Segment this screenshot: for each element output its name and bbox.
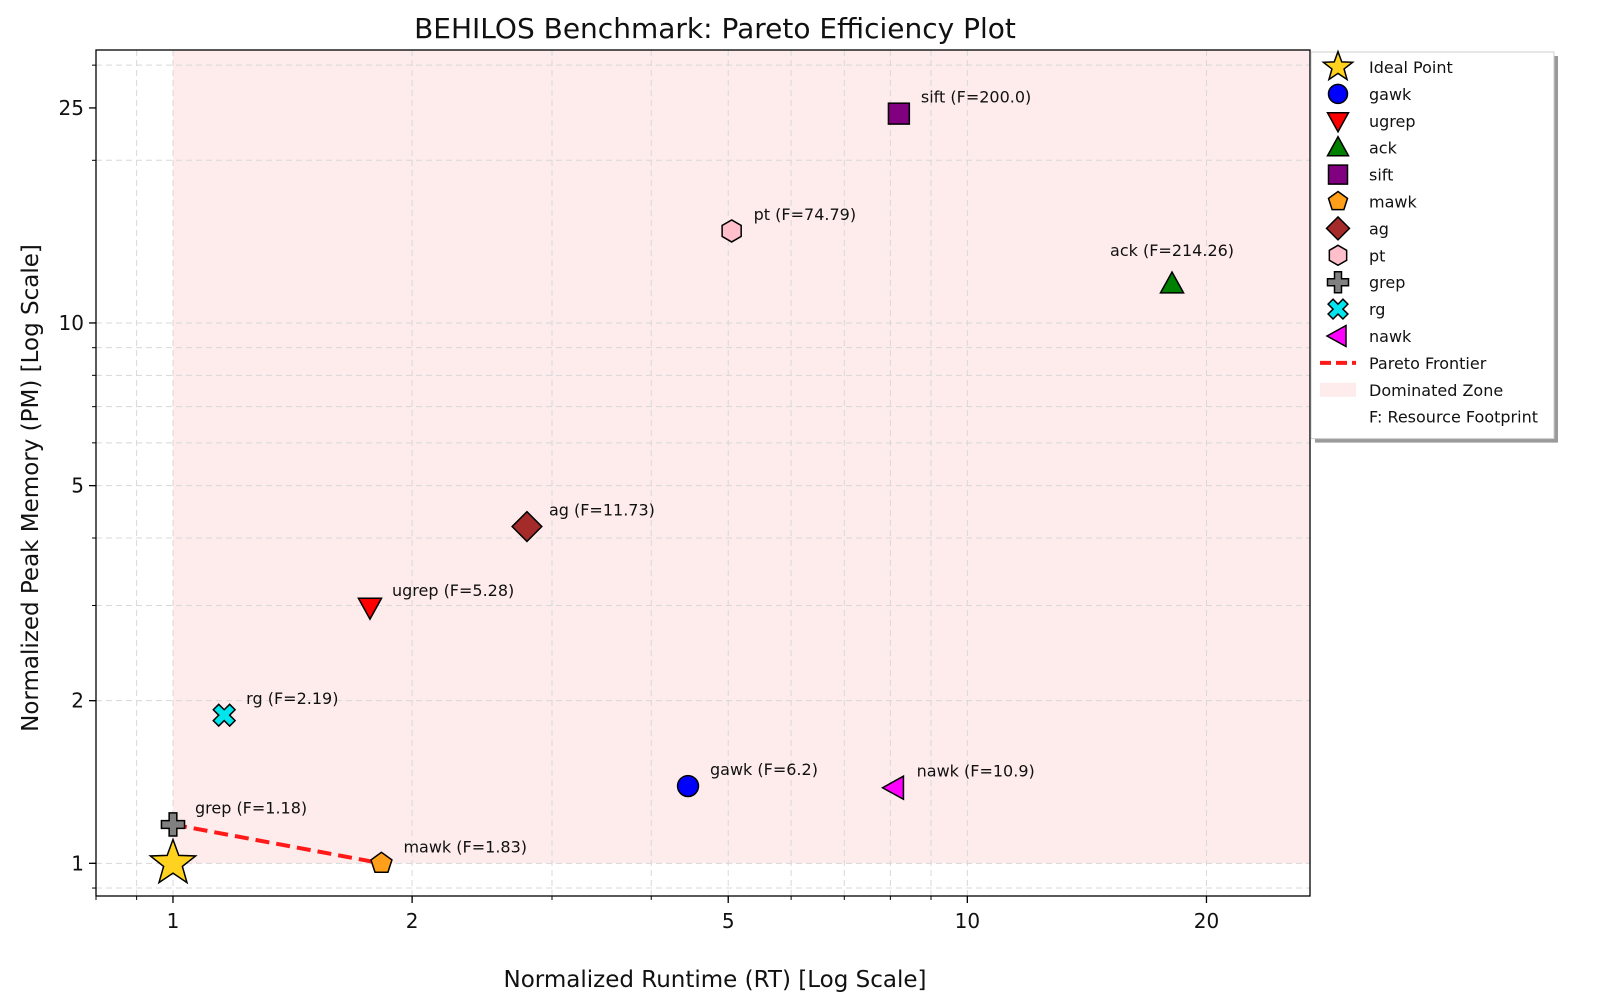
x-tick-label: 1 (167, 909, 180, 933)
point-mawk (370, 851, 393, 873)
point-ag (511, 510, 543, 543)
x-tick-label: 2 (406, 909, 419, 933)
legend-label: grep (1369, 273, 1405, 292)
label-grep: grep (F=1.18) (195, 798, 307, 817)
label-gawk: gawk (F=6.2) (710, 760, 818, 779)
legend-label: sift (1369, 166, 1393, 185)
label-ag: ag (F=11.73) (549, 501, 655, 520)
legend-marker-circle (1327, 83, 1349, 105)
point-rg (212, 703, 237, 728)
legend-marker-triangle-up (1326, 135, 1350, 157)
x-tick-label: 10 (955, 909, 980, 933)
label-pt: pt (F=74.79) (754, 205, 856, 224)
legend-label: Ideal Point (1369, 58, 1453, 77)
y-axis-label: Normalized Peak Memory (PM) [Log Scale] (18, 244, 44, 732)
legend-entry: grep (1326, 270, 1405, 294)
legend-entry: ack (1326, 135, 1398, 158)
dominated-zone (172, 50, 1311, 864)
point-gawk (676, 774, 700, 798)
legend-label: rg (1369, 300, 1385, 319)
legend-entry: ag (1325, 215, 1389, 241)
y-tick-label: 5 (71, 474, 84, 498)
legend-label: Pareto Frontier (1369, 354, 1487, 373)
ideal-point-marker (148, 837, 198, 885)
legend-marker-plus (1326, 270, 1350, 294)
y-tick-label: 1 (71, 851, 84, 875)
legend-entry: sift (1327, 164, 1393, 185)
legend-entry: gawk (1327, 83, 1412, 105)
legend-patch-marker (1320, 382, 1356, 397)
legend-label: ugrep (1369, 112, 1416, 131)
legend-label: ag (1369, 219, 1389, 238)
point-ack (1159, 270, 1185, 294)
legend-marker-pentagon (1327, 190, 1349, 211)
x-tick-label: 5 (722, 909, 735, 933)
pareto-frontier-line (172, 822, 382, 866)
legend-label: Dominated Zone (1369, 381, 1503, 400)
legend-entry: nawk (1325, 324, 1412, 348)
legend-marker-x (1327, 298, 1349, 321)
legend-label: gawk (1369, 85, 1412, 104)
legend-entry: rg (1327, 298, 1385, 321)
label-rg: rg (F=2.19) (246, 689, 338, 708)
y-tick-label: 10 (59, 311, 84, 335)
y-tick-label: 25 (59, 96, 84, 120)
x-axis-label: Normalized Runtime (RT) [Log Scale] (504, 967, 927, 993)
legend-label: F: Resource Footprint (1369, 408, 1538, 427)
point-nawk (880, 774, 905, 801)
legend-marker-star (1321, 49, 1355, 82)
legend-entry: mawk (1327, 190, 1417, 212)
legend-label: ack (1369, 139, 1398, 158)
point-sift (887, 102, 911, 125)
point-pt (721, 219, 742, 243)
label-ugrep: ugrep (F=5.28) (392, 581, 514, 600)
legend-entry: F: Resource Footprint (1369, 408, 1538, 427)
point-grep (160, 812, 186, 837)
label-mawk: mawk (F=1.83) (403, 837, 527, 856)
legend-marker-diamond (1325, 215, 1351, 241)
y-tick-label: 2 (71, 689, 84, 713)
legend-label: nawk (1369, 327, 1412, 346)
label-nawk: nawk (F=10.9) (917, 762, 1035, 781)
legend-marker-hexagon (1328, 244, 1348, 267)
point-ugrep (357, 597, 383, 621)
legend-marker-square (1327, 164, 1349, 185)
legend-marker-triangle-down (1326, 112, 1350, 134)
chart-title: BEHILOS Benchmark: Pareto Efficiency Plo… (414, 12, 1016, 45)
legend-entry: Ideal Point (1321, 49, 1453, 82)
legend-entry: ugrep (1326, 112, 1416, 134)
grid (95, 50, 1310, 896)
label-ack: ack (F=214.26) (1110, 241, 1234, 260)
label-sift: sift (F=200.0) (921, 88, 1031, 107)
legend-marker-triangle-left (1325, 324, 1347, 348)
legend-label: pt (1369, 246, 1385, 265)
legend-entry: pt (1328, 244, 1385, 267)
legend-entry: Pareto Frontier (1320, 354, 1487, 373)
legend: Ideal Point gawk ugrep ack sift mawk ag pt grep r… (1310, 49, 1558, 443)
legend-entry: Dominated Zone (1320, 381, 1503, 400)
legend-label: mawk (1369, 193, 1417, 212)
legend-box (1310, 51, 1555, 440)
axes-frame (95, 49, 1311, 897)
x-tick-label: 20 (1194, 909, 1219, 933)
